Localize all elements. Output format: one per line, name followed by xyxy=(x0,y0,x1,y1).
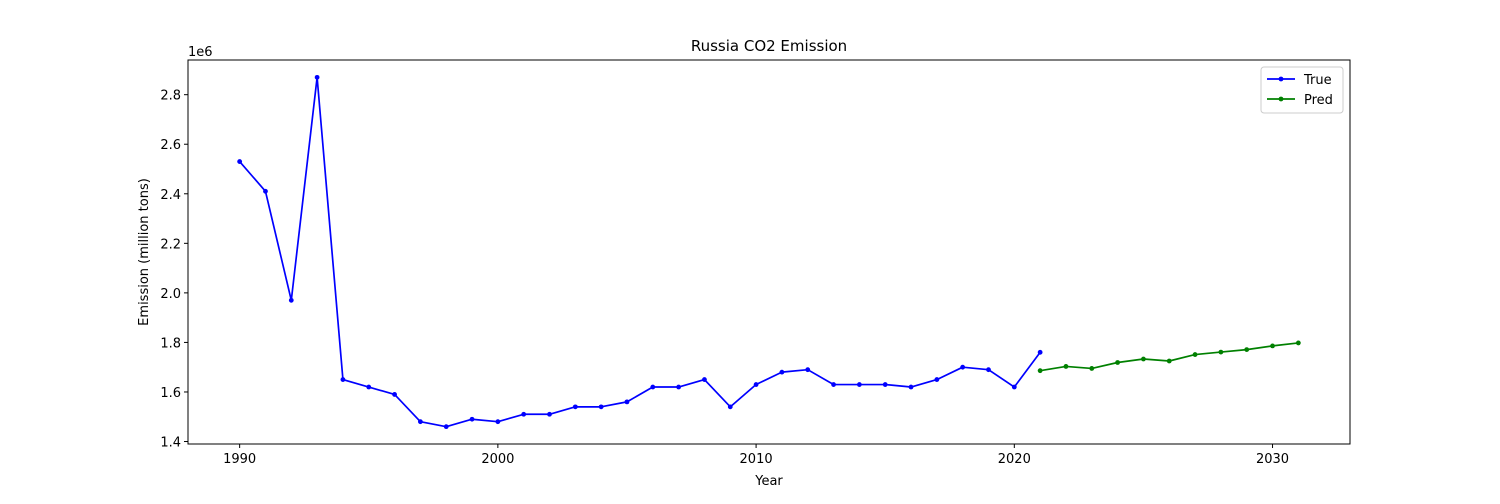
data-point-true xyxy=(469,416,475,422)
data-point-true xyxy=(572,404,578,410)
x-tick-label: 2030 xyxy=(1256,452,1289,467)
data-point-true xyxy=(676,384,682,390)
data-point-true xyxy=(882,382,888,387)
data-point-true xyxy=(805,367,811,373)
data-point-pred xyxy=(1037,368,1043,374)
y-tick-label: 1.6 xyxy=(160,386,181,401)
data-point-true xyxy=(934,377,940,382)
legend-label-pred: Pred xyxy=(1304,93,1333,108)
data-point-true xyxy=(908,384,914,390)
data-point-pred xyxy=(1063,364,1069,369)
plot-area: 1990 2000 2010 2020 2030 1.4 1.6 1.8 2.0 2.2 2.4 2.… xyxy=(160,59,1351,467)
data-point-pred xyxy=(1089,366,1095,371)
data-point-pred xyxy=(1295,340,1301,346)
data-point-pred xyxy=(1192,352,1198,357)
series-line-true xyxy=(238,76,1041,428)
data-point-pred xyxy=(1166,358,1172,364)
data-point-true xyxy=(986,367,991,373)
data-point-true xyxy=(237,159,243,164)
data-point-true xyxy=(753,382,759,387)
y-tick-label: 2.8 xyxy=(160,89,181,104)
y-tick-label: 1.8 xyxy=(160,336,181,351)
data-point-true xyxy=(856,382,862,387)
data-point-pred xyxy=(1115,360,1120,365)
legend-marker-true xyxy=(1278,76,1284,82)
data-point-true xyxy=(443,424,449,430)
data-point-true xyxy=(650,384,656,390)
data-point-pred xyxy=(1270,343,1275,349)
data-point-true xyxy=(392,392,397,397)
series-line-pred xyxy=(1039,342,1299,372)
y-tick-label: 2.0 xyxy=(160,287,181,302)
y-tick-label: 2.4 xyxy=(160,188,181,203)
data-point-pred xyxy=(1218,349,1224,355)
data-point-true xyxy=(702,377,707,382)
data-point-true xyxy=(727,404,733,410)
y-tick-label: 2.6 xyxy=(160,138,181,153)
legend-marker-pred xyxy=(1278,96,1284,102)
x-tick-label: 2020 xyxy=(998,452,1031,467)
data-point-true xyxy=(624,399,630,405)
x-axis-label: Year xyxy=(754,474,783,489)
y-tick-label: 1.4 xyxy=(160,436,181,451)
y-axis-label: Emission (million tons) xyxy=(137,178,152,326)
data-point-true xyxy=(288,297,294,303)
y-axis-offset-label: 1e6 xyxy=(188,45,213,60)
x-tick-label: 2010 xyxy=(740,452,773,467)
data-point-true xyxy=(340,377,346,382)
x-tick-label: 1990 xyxy=(223,452,256,467)
axes-frame xyxy=(187,59,1351,445)
data-point-pred xyxy=(1141,356,1146,362)
data-point-true xyxy=(366,384,372,390)
data-point-true xyxy=(314,74,320,80)
x-tick-label: 2000 xyxy=(481,452,514,467)
data-point-true xyxy=(521,411,527,417)
data-point-true xyxy=(779,369,785,375)
data-point-true xyxy=(960,364,966,370)
legend: True Pred xyxy=(1260,66,1344,114)
legend-label-true: True xyxy=(1303,73,1332,88)
data-point-true xyxy=(263,188,268,194)
data-point-pred xyxy=(1244,347,1250,353)
data-point-true xyxy=(1011,384,1017,390)
data-point-true xyxy=(418,419,423,425)
y-tick-label: 2.2 xyxy=(160,237,181,252)
data-point-true xyxy=(495,419,501,425)
data-point-true xyxy=(831,382,836,387)
data-point-true xyxy=(1037,349,1043,355)
chart-title: Russia CO2 Emission xyxy=(691,37,847,55)
data-point-true xyxy=(547,411,552,417)
data-point-true xyxy=(598,404,604,410)
